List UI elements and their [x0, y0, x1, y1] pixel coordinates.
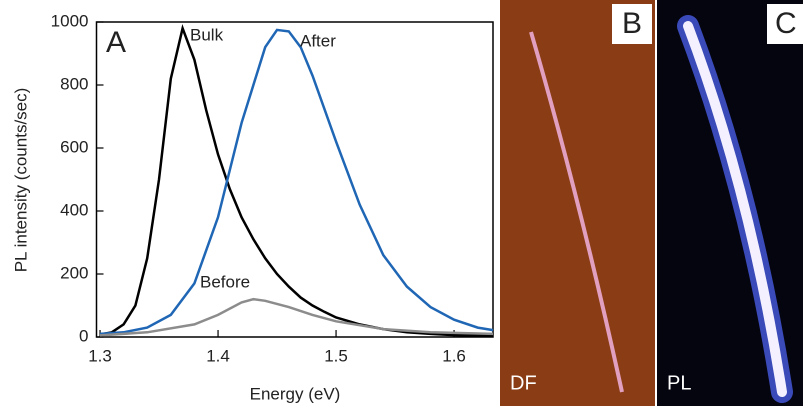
series-label: Before	[200, 272, 250, 291]
x-tick-label: 1.3	[88, 346, 112, 365]
image-caption: DF	[510, 372, 537, 394]
series-line	[99, 23, 494, 337]
image-b: B DF	[500, 0, 655, 406]
label-box	[767, 4, 803, 44]
y-tick-label: 0	[79, 326, 88, 345]
series-label: Bulk	[190, 25, 224, 44]
x-tick-label: 1.6	[442, 346, 466, 365]
y-tick-label: 800	[60, 74, 88, 93]
panel-label: B	[622, 7, 642, 40]
x-tick-label: 1.4	[206, 346, 230, 365]
series-label: After	[300, 31, 336, 50]
panel-label: A	[106, 26, 126, 59]
y-axis-label: PL intensity (counts/sec)	[11, 88, 30, 273]
wire-df	[529, 31, 624, 393]
series-line	[99, 28, 494, 336]
image-c: C PL	[657, 0, 803, 406]
y-tick-label: 400	[60, 200, 88, 219]
wire-pl	[683, 21, 787, 397]
x-axis-label: Energy (eV)	[250, 384, 341, 403]
series-line	[99, 297, 494, 337]
y-tick-label: 600	[60, 137, 88, 156]
x-tick-label: 1.5	[324, 346, 348, 365]
image-caption: PL	[667, 372, 691, 394]
panel-label: C	[775, 7, 797, 40]
plot-frame	[95, 21, 494, 338]
y-tick-label: 1000	[51, 11, 89, 30]
y-tick-label: 200	[60, 263, 88, 282]
label-box	[612, 4, 652, 44]
